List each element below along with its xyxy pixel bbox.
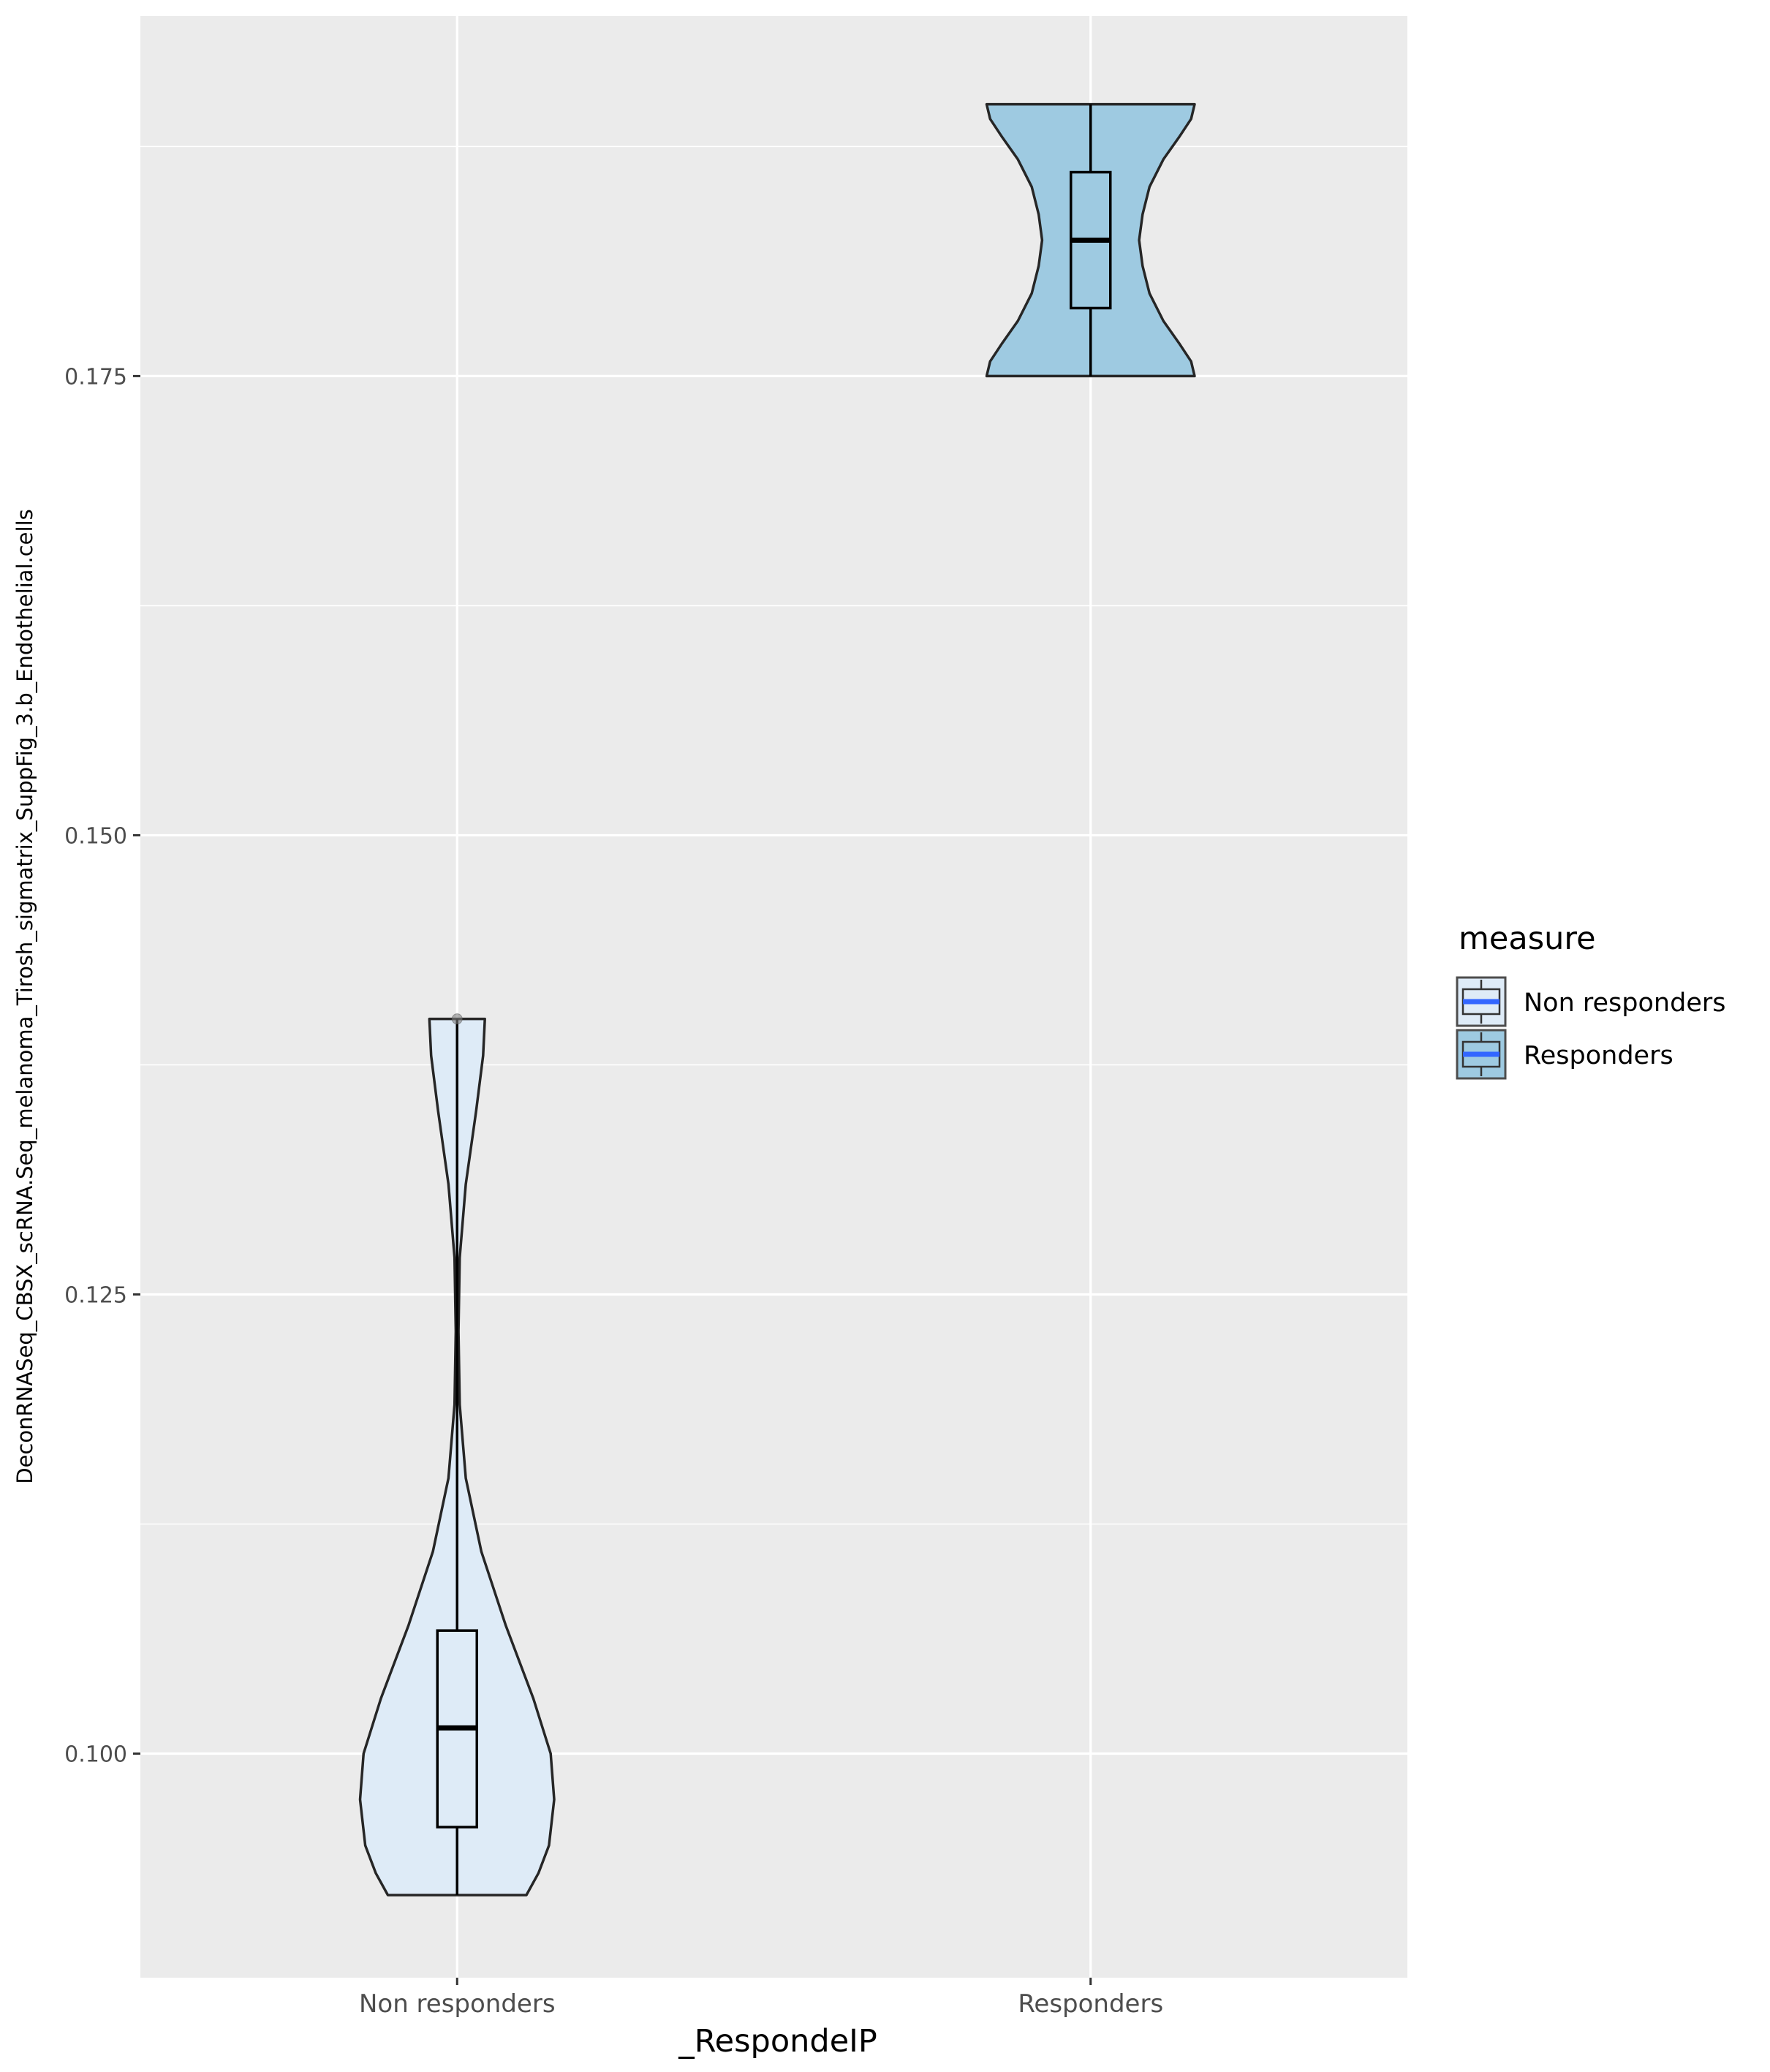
legend-label: Responders	[1524, 1041, 1673, 1070]
x-axis-title: _RespondeIP	[678, 2023, 877, 2060]
legend-title: measure	[1459, 920, 1596, 957]
x-axis: Non responders Responders	[359, 1978, 1163, 2019]
y-tick-label: 0.100	[64, 1742, 127, 1768]
legend-keys: Non responders Responders	[1456, 976, 1725, 1080]
boxplots	[436, 104, 1112, 1895]
y-tick-label: 0.175	[64, 364, 127, 390]
plot-panel	[140, 16, 1407, 1978]
legend-label: Non responders	[1524, 988, 1725, 1018]
y-tick-label: 0.125	[64, 1282, 127, 1308]
legend: measure Non responders Responders	[1456, 920, 1725, 1080]
y-axis: 0.100 0.125 0.150 0.175	[64, 364, 140, 1768]
y-tick-label: 0.150	[64, 823, 127, 849]
x-tick-label: Non responders	[359, 1989, 556, 2019]
y-axis-title: DeconRNASeq_CBSX_scRNA.Seq_melanoma_Tiro…	[12, 509, 37, 1484]
outlier-point	[451, 1013, 463, 1025]
x-tick-label: Responders	[1018, 1989, 1163, 2019]
